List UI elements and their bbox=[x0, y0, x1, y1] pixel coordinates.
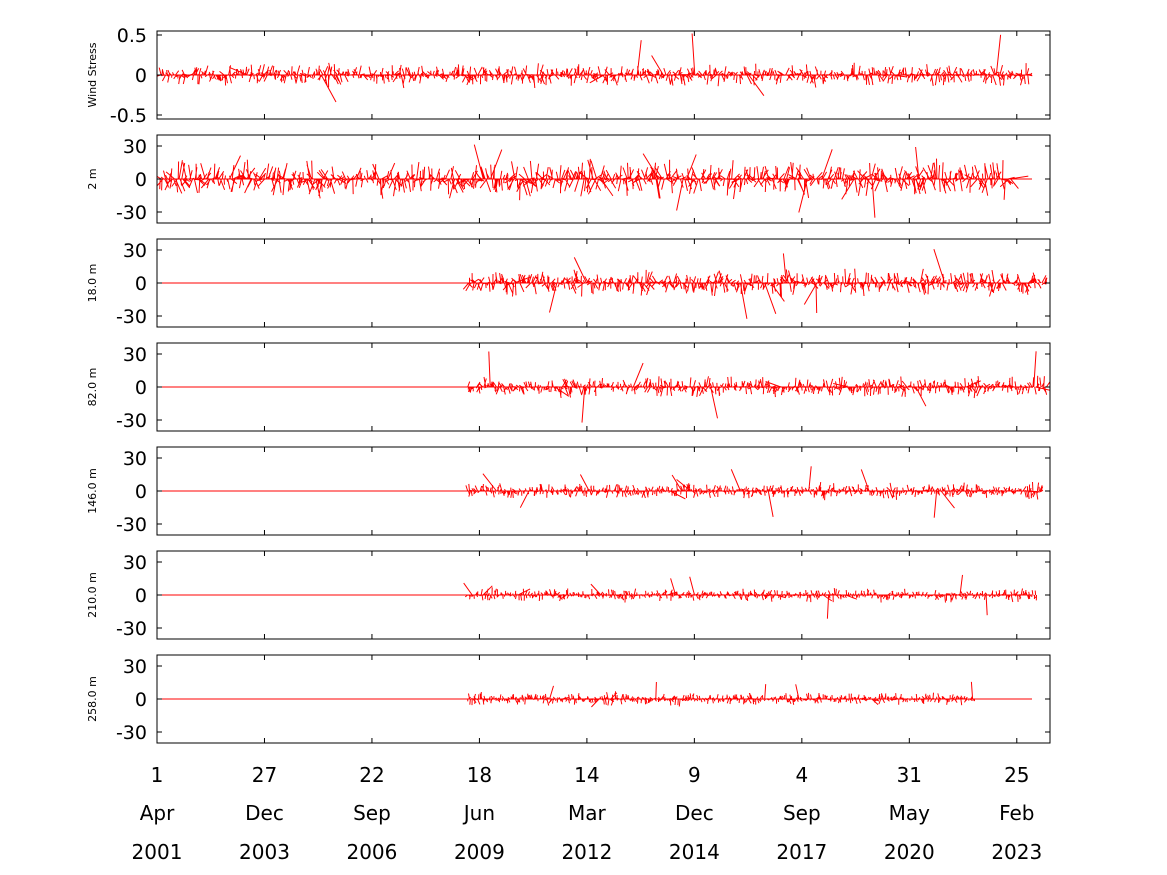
time-axis-labels: 1 Apr 2001 27 Dec 2003 22 Sep 2006 18 Jun 2009 14 Mar… bbox=[132, 763, 1043, 864]
panel-4-sticks bbox=[160, 351, 1050, 423]
xtick-year-label: 2012 bbox=[561, 840, 612, 864]
panel-6-sticks bbox=[160, 574, 1037, 619]
xtick-year-label: 2003 bbox=[239, 840, 290, 864]
panel-1: 0.5 0 -0.5 Wind Stress bbox=[86, 25, 1051, 127]
xtick-month-label: Mar bbox=[568, 801, 607, 825]
ytick-label: -30 bbox=[116, 202, 147, 224]
ytick-label: -30 bbox=[116, 306, 147, 328]
xtick-day-label: 31 bbox=[897, 763, 922, 787]
xtick-day-label: 25 bbox=[1004, 763, 1029, 787]
ytick-label: 0 bbox=[135, 273, 147, 295]
panel-ylabel: 258.0 m bbox=[86, 676, 99, 722]
xtick-year-label: 2001 bbox=[132, 840, 183, 864]
ytick-label: 30 bbox=[123, 240, 147, 262]
xtick-month-label: Dec bbox=[675, 801, 714, 825]
xtick-day-label: 18 bbox=[467, 763, 492, 787]
ytick-label: 0.5 bbox=[117, 25, 147, 47]
panel-ylabel: 146.0 m bbox=[86, 468, 99, 514]
panel-7: 30 0 -30 258.0 m bbox=[86, 654, 1051, 744]
vector-sticks bbox=[157, 144, 1029, 218]
xtick-year-label: 2017 bbox=[776, 840, 827, 864]
ytick-label: 0 bbox=[135, 481, 147, 503]
panel-5-sticks bbox=[160, 466, 1044, 518]
xtick-month-label: Feb bbox=[999, 801, 1034, 825]
vector-sticks bbox=[462, 249, 1048, 319]
ytick-label: 0 bbox=[135, 65, 147, 87]
panel-6: 30 0 -30 210.0 m bbox=[86, 550, 1051, 640]
xtick-month-label: May bbox=[889, 801, 931, 825]
panel-7-sticks bbox=[160, 681, 1032, 708]
xtick-month-label: Sep bbox=[783, 801, 821, 825]
xtick-month-label: Sep bbox=[353, 801, 391, 825]
ytick-label: 0 bbox=[135, 377, 147, 399]
ytick-label: 30 bbox=[123, 656, 147, 678]
panel-3-sticks bbox=[160, 249, 1048, 319]
xtick-year-label: 2014 bbox=[669, 840, 720, 864]
ytick-label: -30 bbox=[116, 410, 147, 432]
ytick-label: 30 bbox=[123, 552, 147, 574]
ytick-label: 30 bbox=[123, 344, 147, 366]
xtick-year-label: 2020 bbox=[884, 840, 935, 864]
xtick-day-label: 27 bbox=[252, 763, 277, 787]
panel-5: 30 0 -30 146.0 m bbox=[86, 446, 1051, 536]
panel-ylabel: Wind Stress bbox=[86, 42, 99, 107]
vector-sticks bbox=[467, 681, 975, 708]
ytick-label: -30 bbox=[116, 618, 147, 640]
xtick-month-label: Jun bbox=[462, 801, 495, 825]
panel-2-sticks bbox=[157, 144, 1032, 218]
xtick-month-label: Dec bbox=[245, 801, 284, 825]
panel-1-sticks bbox=[157, 33, 1033, 103]
vector-sticks bbox=[467, 351, 1050, 423]
ytick-label: 0 bbox=[135, 169, 147, 191]
xtick-year-label: 2009 bbox=[454, 840, 505, 864]
ytick-label: -30 bbox=[116, 514, 147, 536]
panels-group: 0.5 0 -0.5 Wind Stress 30 0 -30 2 m 30 0 -30 18.0 m… bbox=[86, 25, 1051, 744]
panel-3: 30 0 -30 18.0 m bbox=[86, 238, 1051, 328]
xtick-day-label: 1 bbox=[151, 763, 164, 787]
panel-ylabel: 2 m bbox=[86, 168, 99, 189]
vector-sticks bbox=[465, 466, 1044, 518]
panel-2: 30 0 -30 2 m bbox=[86, 134, 1051, 224]
ytick-label: 30 bbox=[123, 136, 147, 158]
panel-ylabel: 210.0 m bbox=[86, 572, 99, 618]
xtick-day-label: 22 bbox=[359, 763, 384, 787]
ytick-label: 30 bbox=[123, 448, 147, 470]
xtick-year-label: 2023 bbox=[991, 840, 1042, 864]
xtick-day-label: 4 bbox=[795, 763, 808, 787]
ytick-label: 0 bbox=[135, 585, 147, 607]
xtick-day-label: 14 bbox=[574, 763, 599, 787]
xtick-month-label: Apr bbox=[140, 801, 175, 825]
ytick-label: 0 bbox=[135, 689, 147, 711]
ytick-label: -30 bbox=[116, 722, 147, 744]
vector-sticks bbox=[157, 33, 1033, 103]
panel-4: 30 0 -30 82.0 m bbox=[86, 342, 1051, 432]
panel-ylabel: 82.0 m bbox=[86, 368, 99, 407]
vector-sticks bbox=[463, 574, 1037, 619]
ytick-label: -0.5 bbox=[110, 105, 147, 127]
xtick-day-label: 9 bbox=[688, 763, 701, 787]
panel-ylabel: 18.0 m bbox=[86, 264, 99, 303]
xtick-year-label: 2006 bbox=[346, 840, 397, 864]
